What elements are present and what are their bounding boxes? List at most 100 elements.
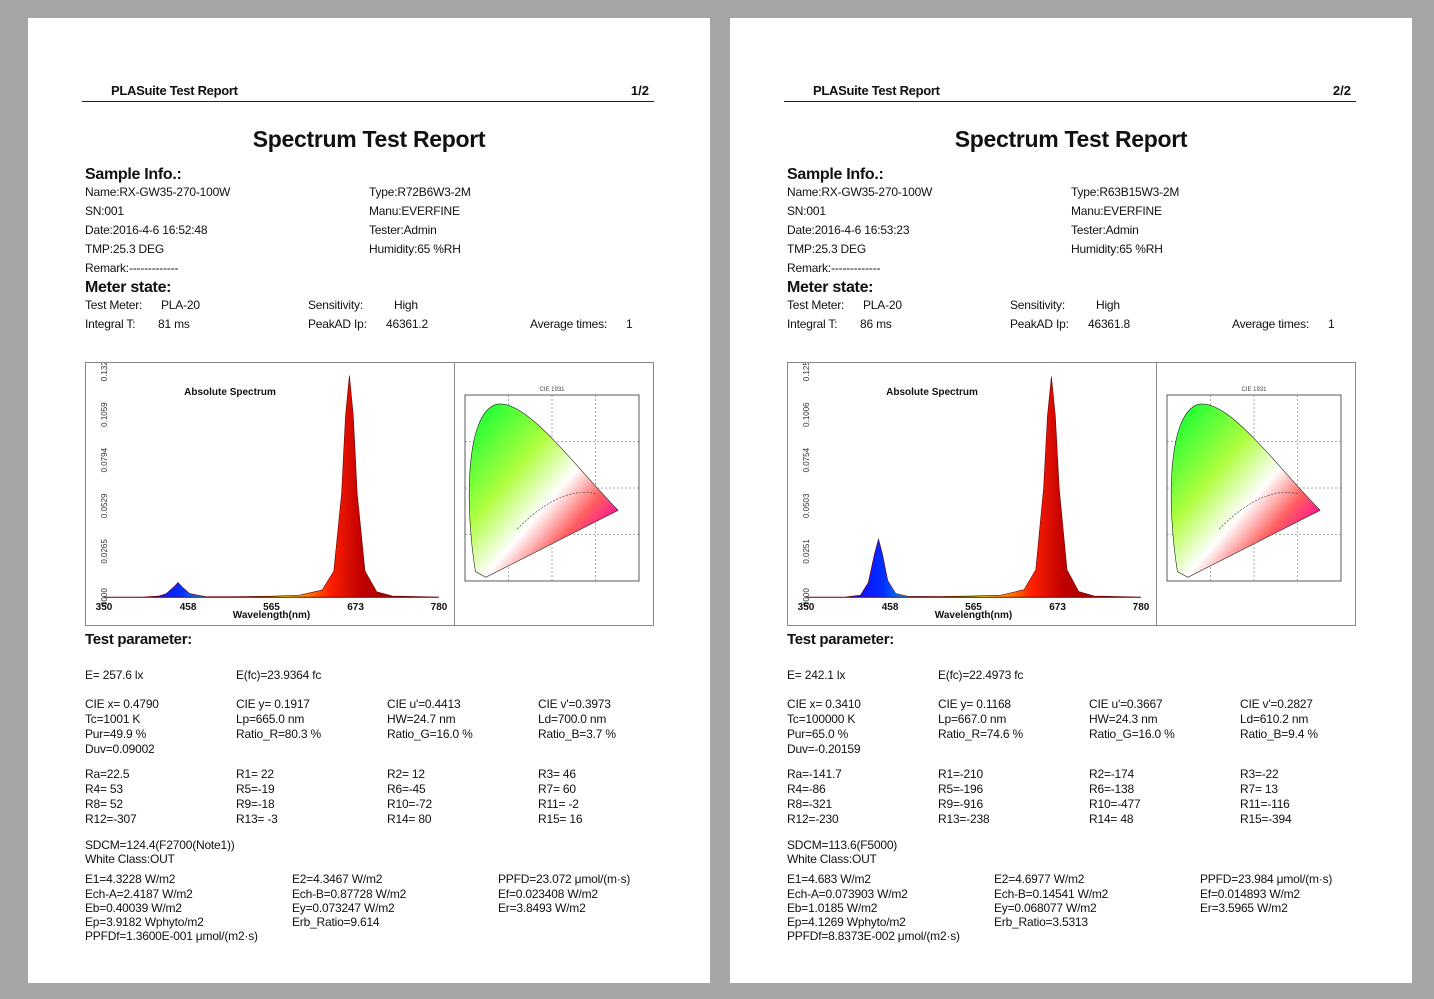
param-white-class: White Class:OUT [787,852,877,866]
param-r1: R1= 22 [236,767,274,781]
param-r5: R5=-19 [236,782,275,796]
param-r1: R1=-210 [938,767,983,781]
page-number: 1/2 [630,83,649,98]
x-tick-label: 350 [798,602,815,613]
param-r6: R6=-138 [1089,782,1134,796]
param-r3: R3=-22 [1240,767,1279,781]
x-tick-label: 350 [96,602,113,613]
param-e2: E2=4.3467 W/m2 [292,872,383,886]
param-ep: Ep=3.9182 Wphyto/m2 [85,915,204,929]
param-ep: Ep=4.1269 Wphyto/m2 [787,915,906,929]
report-page-2: PLASuite Test Report 2/2 Spectrum Test R… [730,18,1412,983]
param-ra: Ra=22.5 [85,767,130,781]
param-ld: Ld=700.0 nm [538,712,607,726]
x-tick-label: 780 [431,602,448,613]
param-cie-y: CIE y= 0.1168 [938,697,1011,711]
param-ey: Ey=0.068077 W/m2 [994,901,1097,915]
x-axis-label: Wavelength(nm) [935,610,1012,621]
report-title: Spectrum Test Report [252,126,486,152]
param-ech-a: Ech-A=2.4187 W/m2 [85,887,193,901]
param-e1: E1=4.683 W/m2 [787,872,871,886]
sample-type: Type:R72B6W3-2M [369,185,471,199]
param-duv: Duv=0.09002 [85,742,155,756]
integral-label: Integral T: [787,317,838,331]
param-r3: R3= 46 [538,767,576,781]
param-ppfdf: PPFDf=1.3600E-001 μmol/(m2·s) [85,929,258,943]
report-title: Spectrum Test Report [954,126,1188,152]
sensitivity-label: Sensitivity: [1010,298,1065,312]
cie-title: CIE 1931 [539,387,565,393]
param-white-class: White Class:OUT [85,852,175,866]
integral-value: 81 ms [158,317,190,331]
planckian-locus [516,492,596,530]
param-ppfd: PPFD=23.072 μmol/(m·s) [498,872,631,886]
x-tick-label: 458 [882,602,899,613]
param-ech-b: Ech-B=0.87728 W/m2 [292,887,407,901]
x-axis-label: Wavelength(nm) [233,610,310,621]
param-sdcm: SDCM=113.6(F5000) [787,838,898,852]
x-tick-label: 565 [263,602,280,613]
param-r15: R15= 16 [538,812,583,826]
param-ppfd: PPFD=23.984 μmol/(m·s) [1200,872,1333,886]
sample-type: Type:R63B15W3-2M [1071,185,1180,199]
y-tick-label: 0.1059 [100,402,109,427]
sample-tmp: TMP:25.3 DEG [787,242,866,256]
param-ppfdf: PPFDf=8.8373E-002 μmol/(m2·s) [787,929,960,943]
header-title: PLASuite Test Report [111,83,238,98]
cie-horseshoe [1170,403,1321,578]
param-lp: Lp=667.0 nm [938,712,1007,726]
peakad-label: PeakAD Ip: [1010,317,1069,331]
y-tick-label: 0.0794 [100,447,109,472]
test-meter-value: PLA-20 [863,298,902,312]
param-r12: R12=-307 [85,812,137,826]
param-r14: R14= 48 [1089,812,1134,826]
param-r2: R2=-174 [1089,767,1134,781]
peakad-value: 46361.2 [386,317,428,331]
sample-tester: Tester:Admin [369,223,437,237]
param-eb: Eb=1.0185 W/m2 [787,901,878,915]
y-tick-label: 0.0265 [100,539,109,564]
sample-sn: SN:001 [85,204,124,218]
param-e2: E2=4.6977 W/m2 [994,872,1085,886]
spectrum-title: Absolute Spectrum [886,387,978,398]
param-r4: R4= 53 [85,782,123,796]
average-value: 1 [1328,317,1335,331]
param-ratio-b: Ratio_B=3.7 % [538,727,616,741]
sample-name: Name:RX-GW35-270-100W [85,185,231,199]
page-header: PLASuite Test Report 2/2 [784,82,1356,102]
sample-humidity: Humidity:65 %RH [369,242,461,256]
test-meter-label: Test Meter: [787,298,845,312]
param-cie-x: CIE x= 0.3410 [787,697,861,711]
param-e: E= 257.6 lx [85,668,144,682]
param-efc: E(fc)=22.4973 fc [938,668,1024,682]
x-tick-label: 780 [1133,602,1150,613]
sample-name: Name:RX-GW35-270-100W [787,185,933,199]
param-r10: R10=-477 [1089,797,1141,811]
param-duv: Duv=-0.20159 [787,742,861,756]
param-r7: R7= 13 [1240,782,1278,796]
peakad-label: PeakAD Ip: [308,317,367,331]
param-r13: R13= -3 [236,812,278,826]
param-eb: Eb=0.40039 W/m2 [85,901,182,915]
test-meter-label: Test Meter: [85,298,143,312]
sample-info-heading: Sample Info.: [787,166,884,183]
sample-manu: Manu:EVERFINE [369,204,460,218]
sensitivity-value: High [1096,298,1120,312]
y-tick-label: 0.1323 [100,363,109,381]
param-cie-u: CIE u'=0.3667 [1089,697,1163,711]
param-efc: E(fc)=23.9364 fc [236,668,322,682]
param-r5: R5=-196 [938,782,983,796]
sample-remark: Remark:------------- [787,261,881,275]
y-tick-label: 0.0503 [802,493,811,518]
param-r11: R11= -2 [538,797,579,811]
integral-value: 86 ms [860,317,892,331]
y-tick-label: 0.0529 [100,493,109,518]
param-tc: Tc=1001 K [85,712,141,726]
param-r14: R14= 80 [387,812,432,826]
y-tick-label: 0.1257 [802,363,811,381]
spectrum-chart-box: 0000 0.0251 0.0503 0.0754 0.1006 0.1257 350 458… [787,362,1356,626]
spectrum-area [104,375,440,598]
param-pur: Pur=49.9 % [85,727,147,741]
